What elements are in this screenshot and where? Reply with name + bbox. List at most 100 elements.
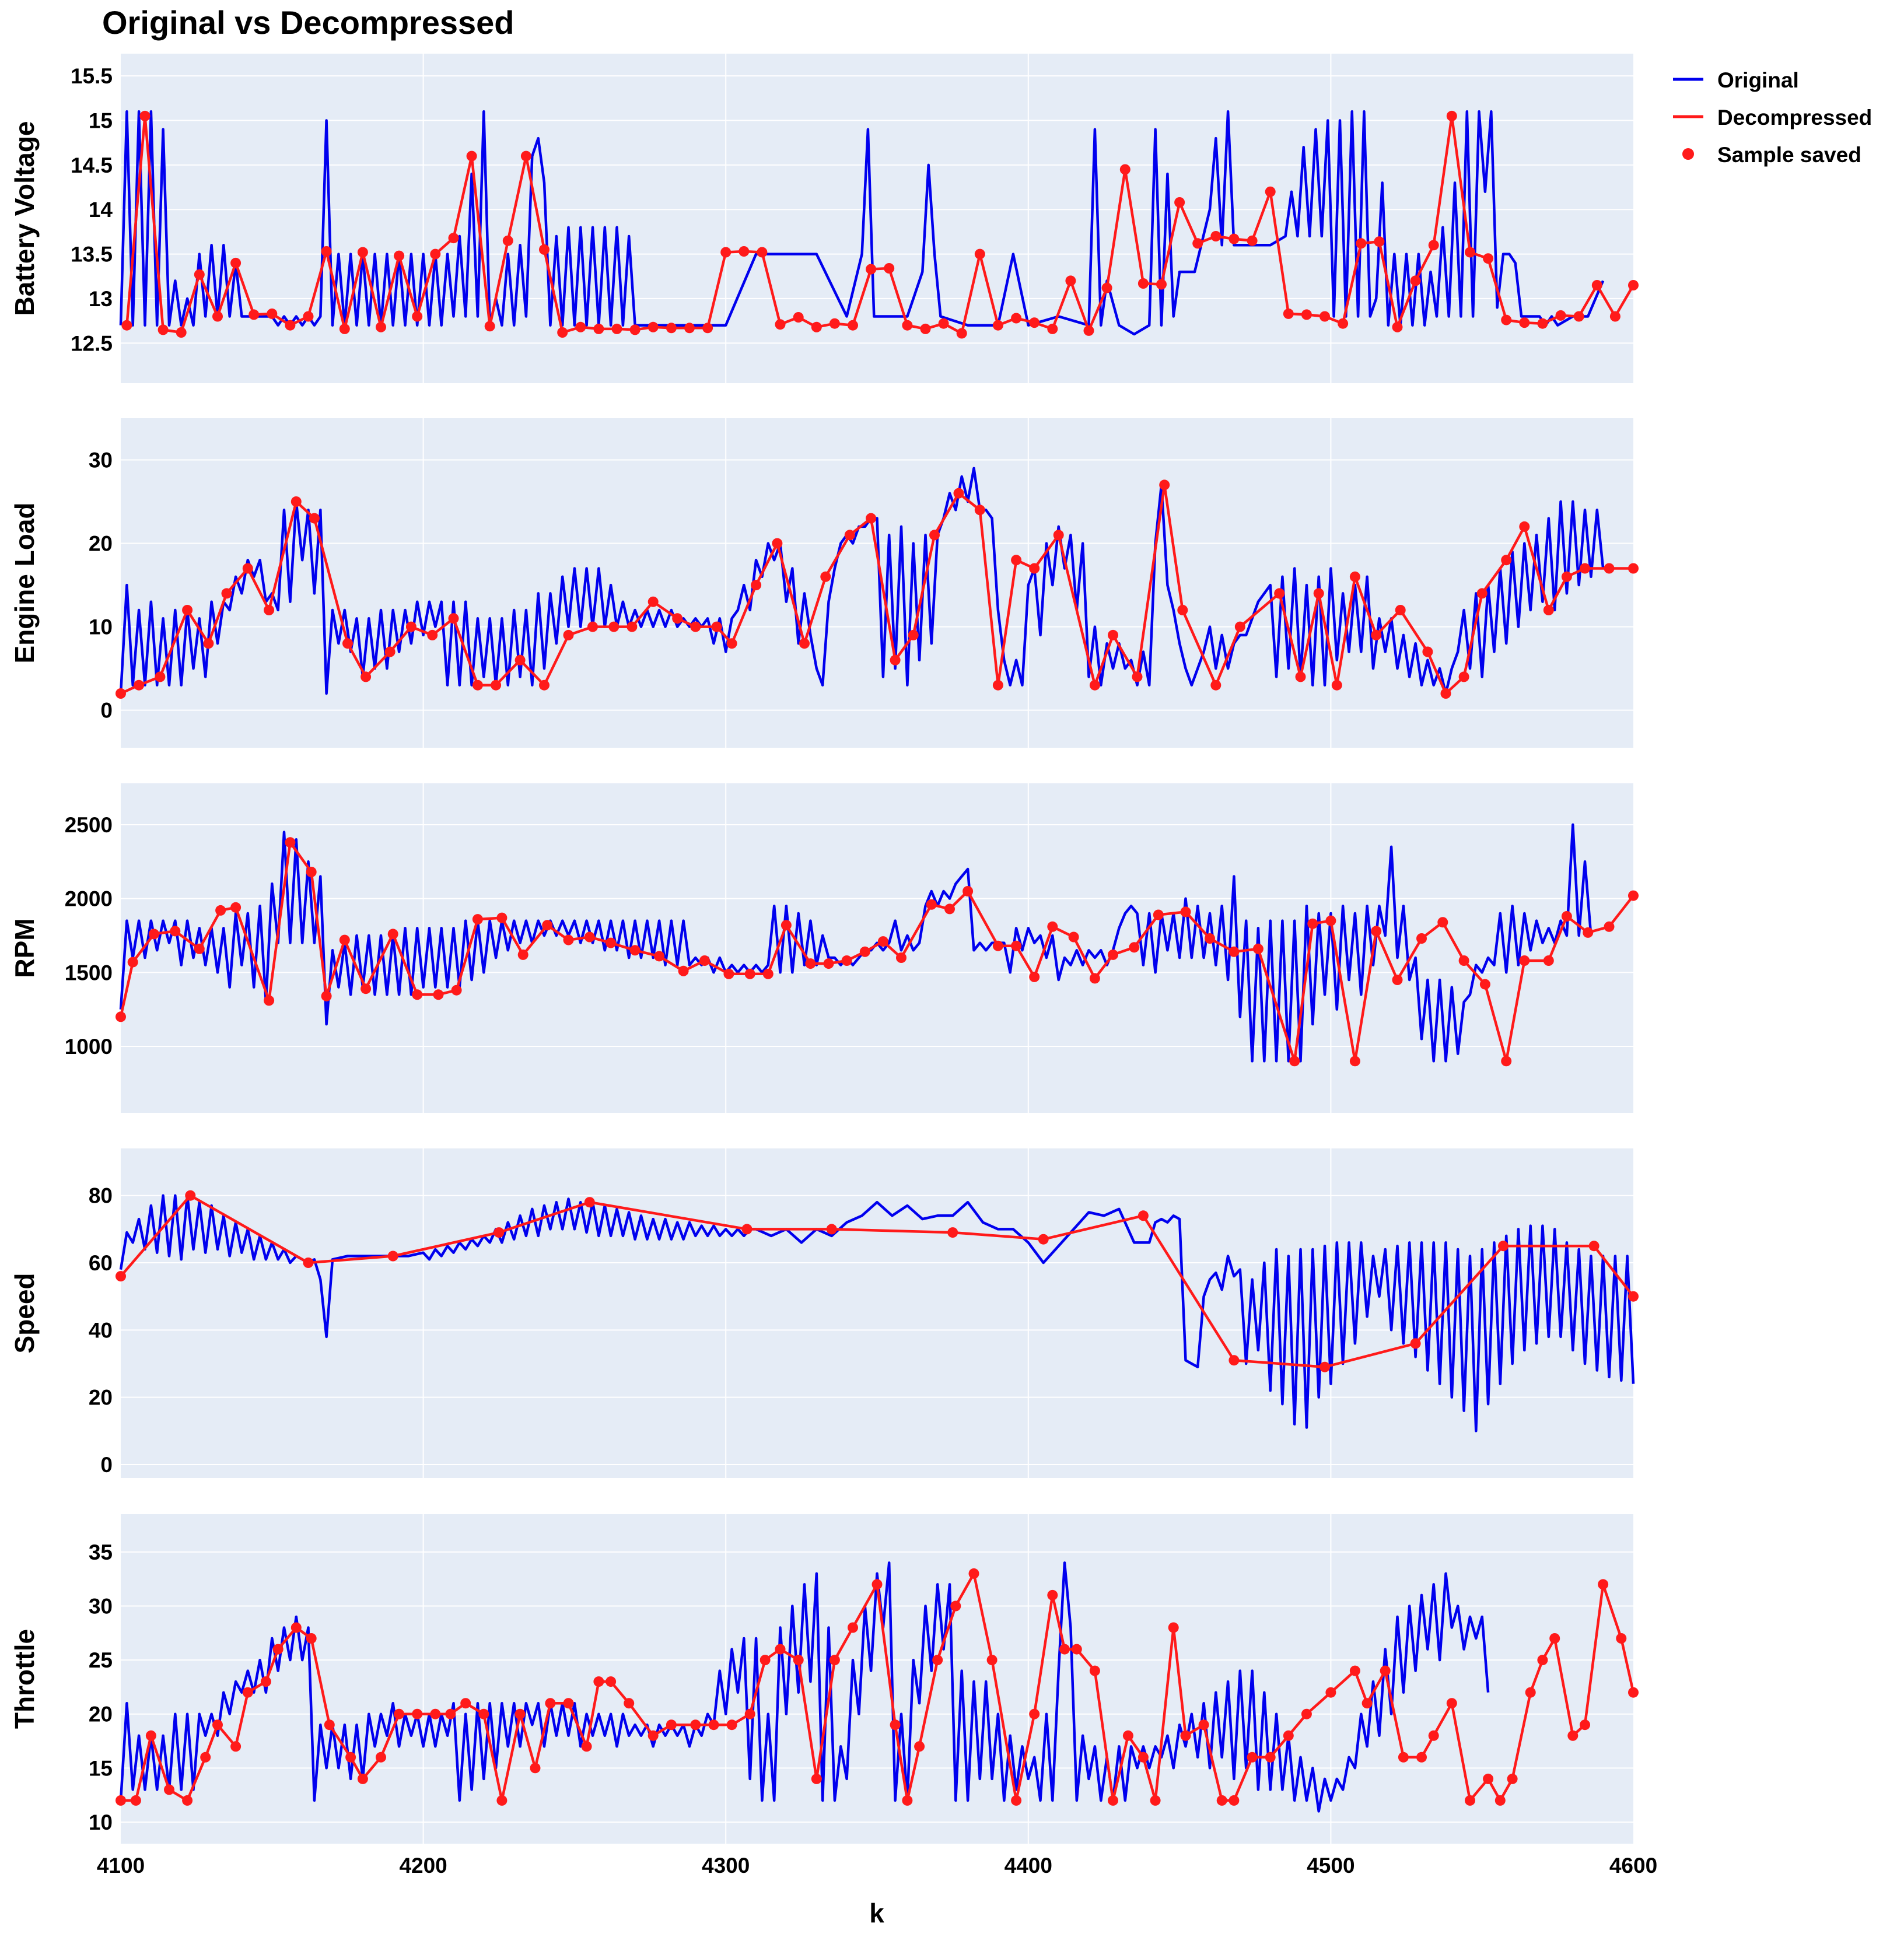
sample-saved-point xyxy=(1047,1589,1058,1600)
sample-saved-point xyxy=(1313,588,1324,599)
sample-saved-point xyxy=(720,247,732,258)
subplot-5: 10 15 20 25 30 35 Throttle xyxy=(9,1514,1639,1844)
sample-saved-point xyxy=(1362,1698,1373,1709)
sample-saved-point xyxy=(829,318,840,329)
sample-saved-point xyxy=(699,955,710,966)
sample-saved-point xyxy=(1228,1795,1240,1806)
sample-saved-point xyxy=(723,968,734,979)
y-tick-label: 40 xyxy=(89,1318,113,1342)
sample-saved-point xyxy=(654,951,665,962)
sample-saved-point xyxy=(433,989,444,1000)
sample-saved-point xyxy=(1265,186,1276,197)
y-tick-label: 15 xyxy=(89,109,113,133)
sample-saved-point xyxy=(1437,917,1448,928)
sample-saved-point xyxy=(384,646,396,657)
sample-saved-point xyxy=(496,1795,508,1806)
sample-saved-point xyxy=(1476,588,1488,599)
sample-saved-point xyxy=(1628,1687,1639,1698)
sample-saved-point xyxy=(1549,1633,1560,1644)
sample-saved-point xyxy=(1501,1056,1512,1067)
sample-saved-point xyxy=(1265,1752,1276,1763)
sample-saved-point xyxy=(1234,621,1245,632)
sample-saved-point xyxy=(127,957,138,968)
sample-saved-point xyxy=(484,321,495,332)
sample-saved-point xyxy=(376,1752,386,1763)
sample-saved-point xyxy=(1174,197,1185,208)
legend-original-label[interactable]: Original xyxy=(1717,68,1799,92)
sample-saved-point xyxy=(1228,233,1240,244)
sample-saved-point xyxy=(1320,1361,1330,1372)
sample-saved-point xyxy=(164,1784,174,1795)
sample-saved-point xyxy=(1331,679,1342,691)
subplot-3: 1000 1500 2000 2500 RPM xyxy=(9,783,1639,1113)
sample-saved-point xyxy=(1180,906,1191,917)
sample-saved-point xyxy=(629,945,640,956)
sample-saved-point xyxy=(1101,282,1112,293)
sample-saved-point xyxy=(430,1708,441,1719)
legend-sample-label[interactable]: Sample saved xyxy=(1717,143,1861,167)
sample-saved-point xyxy=(1132,671,1143,682)
sample-saved-point xyxy=(1180,1730,1191,1741)
legend-decompressed-label[interactable]: Decompressed xyxy=(1717,106,1872,129)
sample-saved-point xyxy=(194,943,205,954)
sample-saved-point xyxy=(1446,1698,1457,1709)
sample-saved-point xyxy=(321,246,332,257)
sample-saved-point xyxy=(587,621,598,632)
subplot-2: 0 10 20 30 Engine Load xyxy=(9,418,1639,748)
sample-saved-point xyxy=(702,323,713,334)
sample-saved-point xyxy=(708,1719,719,1731)
sample-saved-point xyxy=(629,324,640,335)
y-tick-label: 1500 xyxy=(65,961,113,985)
sample-saved-point xyxy=(376,321,386,332)
sample-saved-point xyxy=(1561,571,1572,582)
sample-saved-point xyxy=(472,679,483,691)
sample-saved-point xyxy=(1537,1655,1548,1666)
sample-saved-point xyxy=(121,320,132,331)
sample-saved-point xyxy=(575,321,586,332)
sample-saved-point xyxy=(1428,240,1439,251)
legend[interactable]: Original Decompressed Sample saved xyxy=(1673,68,1872,167)
sample-saved-point xyxy=(1465,1795,1475,1806)
sample-saved-point xyxy=(1628,890,1639,901)
sample-saved-point xyxy=(134,679,145,691)
y-tick-label: 2000 xyxy=(65,887,113,911)
sample-saved-point xyxy=(563,629,574,640)
plot-area xyxy=(121,418,1633,748)
sample-saved-point xyxy=(584,1197,595,1208)
sample-saved-point xyxy=(1498,1241,1508,1252)
sample-saved-point xyxy=(1501,314,1512,325)
sample-saved-point xyxy=(859,946,870,957)
sample-saved-point xyxy=(775,1644,786,1655)
sample-saved-point xyxy=(230,1741,242,1752)
sample-saved-point xyxy=(1059,1644,1070,1655)
sample-saved-point xyxy=(1555,310,1566,321)
sample-saved-point xyxy=(116,1271,126,1282)
sample-saved-point xyxy=(1153,909,1164,920)
sample-saved-point xyxy=(1011,313,1022,324)
sample-saved-point xyxy=(339,934,350,945)
sample-saved-point xyxy=(530,1763,541,1774)
sample-saved-point xyxy=(1440,688,1451,699)
sample-saved-point xyxy=(811,1773,822,1784)
sample-saved-point xyxy=(542,920,553,931)
sample-saved-point xyxy=(176,327,187,338)
sample-saved-point xyxy=(430,248,441,260)
sample-saved-point xyxy=(514,654,526,665)
sample-saved-point xyxy=(890,1719,901,1731)
sample-saved-point xyxy=(194,269,205,280)
sample-saved-point xyxy=(158,324,169,335)
sample-saved-point xyxy=(1228,1355,1240,1366)
sample-saved-point xyxy=(116,1795,126,1806)
sample-saved-point xyxy=(1325,915,1336,926)
sample-saved-point xyxy=(1038,1234,1049,1245)
sample-saved-point xyxy=(230,257,242,268)
sample-saved-point xyxy=(303,311,314,322)
sample-saved-point xyxy=(1138,278,1149,289)
sample-saved-point xyxy=(1525,1687,1536,1698)
sample-saved-point xyxy=(799,638,810,649)
sample-saved-point xyxy=(581,1741,592,1752)
sample-saved-point xyxy=(1494,1795,1506,1806)
sample-saved-point xyxy=(360,983,372,994)
sample-saved-point xyxy=(1371,629,1382,640)
